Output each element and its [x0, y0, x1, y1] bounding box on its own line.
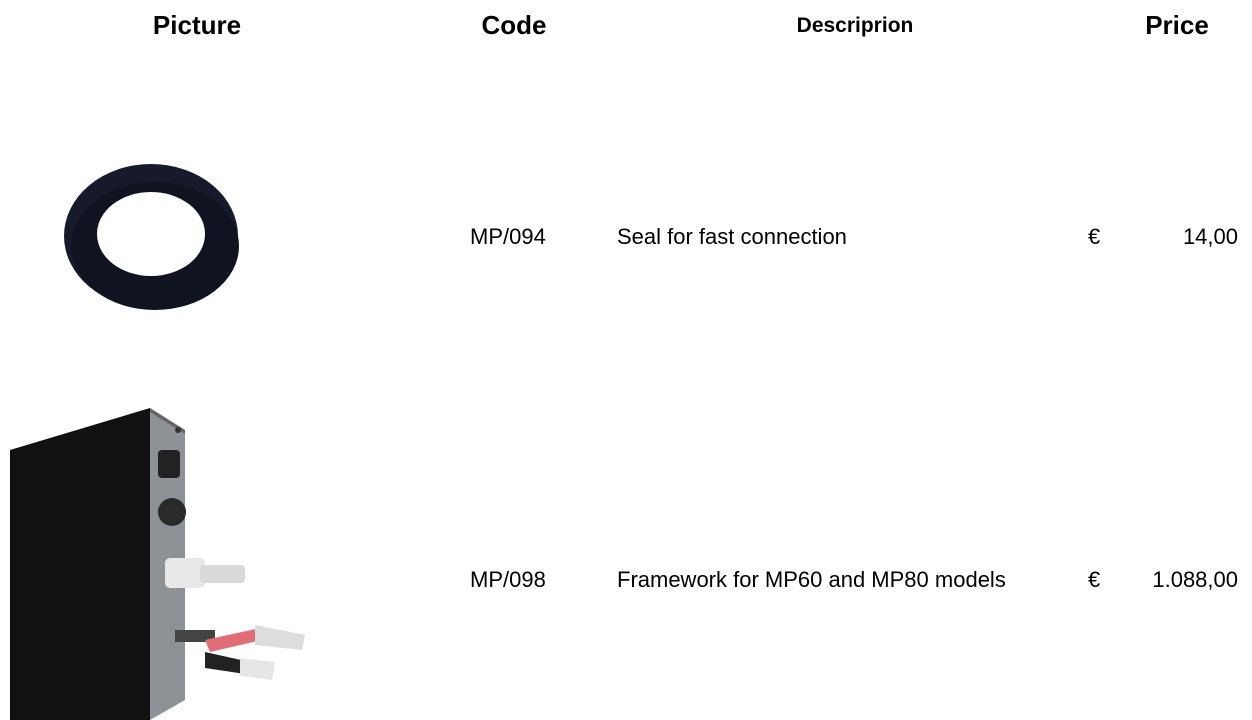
- amount: 1.088,00: [1152, 567, 1238, 592]
- code: MP/098: [470, 567, 546, 592]
- header-price: Price: [1145, 10, 1209, 40]
- header-picture: Picture: [152, 10, 242, 40]
- code: MP/094: [470, 224, 546, 249]
- header-description: Descriprion: [796, 14, 914, 37]
- description: Framework for MP60 and MP80 models: [617, 567, 1006, 592]
- description: Seal for fast connection: [617, 224, 847, 249]
- amount: 14,00: [1182, 224, 1238, 249]
- framework-picture: [10, 408, 305, 720]
- header-code: Code: [481, 10, 547, 40]
- currency: €: [1088, 567, 1101, 592]
- seal-picture: [64, 164, 239, 310]
- currency: €: [1088, 224, 1101, 249]
